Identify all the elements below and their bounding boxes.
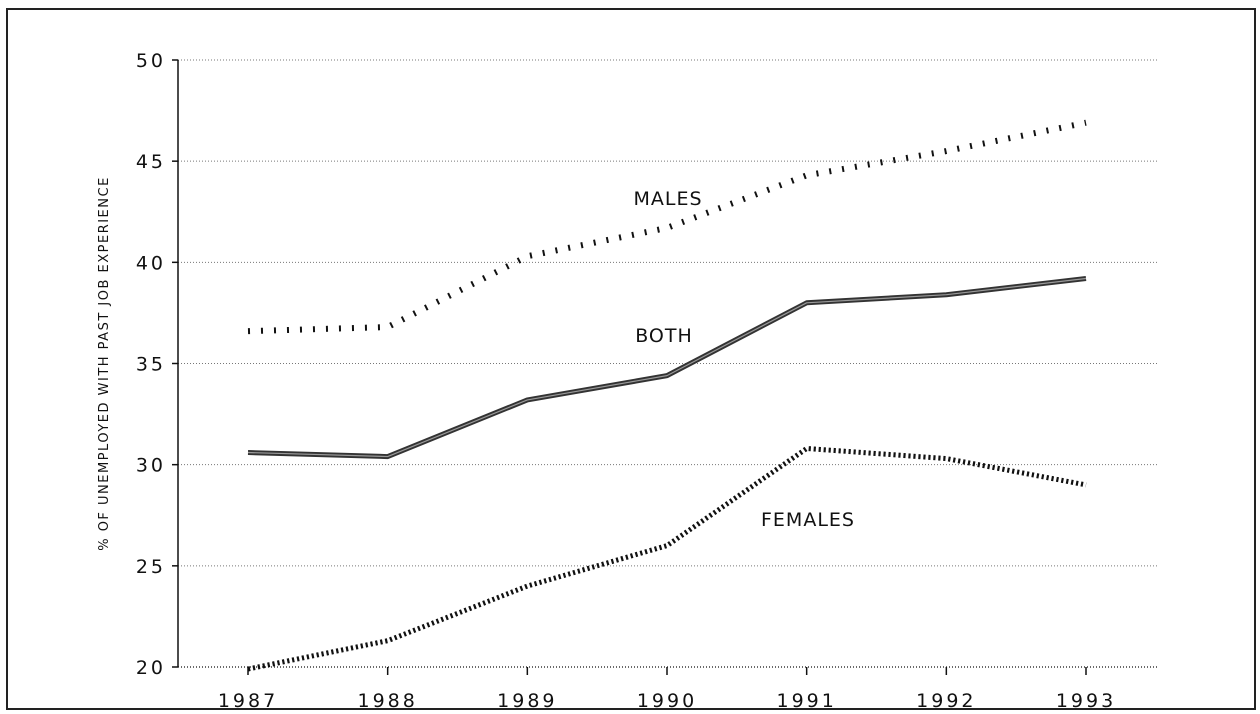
y-tick-label-35: 35 [136,354,166,376]
series-line-both-highlight [247,277,1087,458]
y-tick-label-50: 50 [136,50,166,72]
series-label-both: BOTH [635,325,693,347]
x-tick-label-1992: 1992 [916,690,976,712]
series-line-both [247,276,1087,460]
x-tick-labels: 1987 1988 1989 1990 1991 1992 1993 [218,690,1116,712]
x-tick-label-1989: 1989 [497,690,557,712]
y-tick-label-20: 20 [136,657,166,679]
chart-frame: 20 25 30 35 40 45 50 1987 1988 1989 1990 1991 1992 1… [6,8,1256,712]
x-tick-label-1988: 1988 [357,690,417,712]
y-tick-label-45: 45 [136,151,166,173]
x-tick-label-1990: 1990 [637,690,697,712]
x-tick-label-1993: 1993 [1056,690,1116,712]
y-tick-label-30: 30 [136,455,166,477]
y-axis-label: % OF UNEMPLOYED WITH PAST JOB EXPERIENCE [97,176,112,551]
axes [172,59,1158,675]
series-line-females [247,445,1087,672]
x-tick-label-1991: 1991 [776,690,836,712]
series-label-males: MALES [633,188,702,210]
y-tick-label-25: 25 [136,556,166,578]
y-tick-labels: 20 25 30 35 40 45 50 [136,50,166,679]
series-labels: MALES BOTH FEMALES [633,188,855,531]
gridlines [178,59,1158,567]
y-tick-label-40: 40 [136,252,166,274]
series-lines [247,119,1087,672]
series-line-males [247,119,1087,335]
x-tick-label-1987: 1987 [218,690,278,712]
series-label-females: FEMALES [761,509,855,531]
